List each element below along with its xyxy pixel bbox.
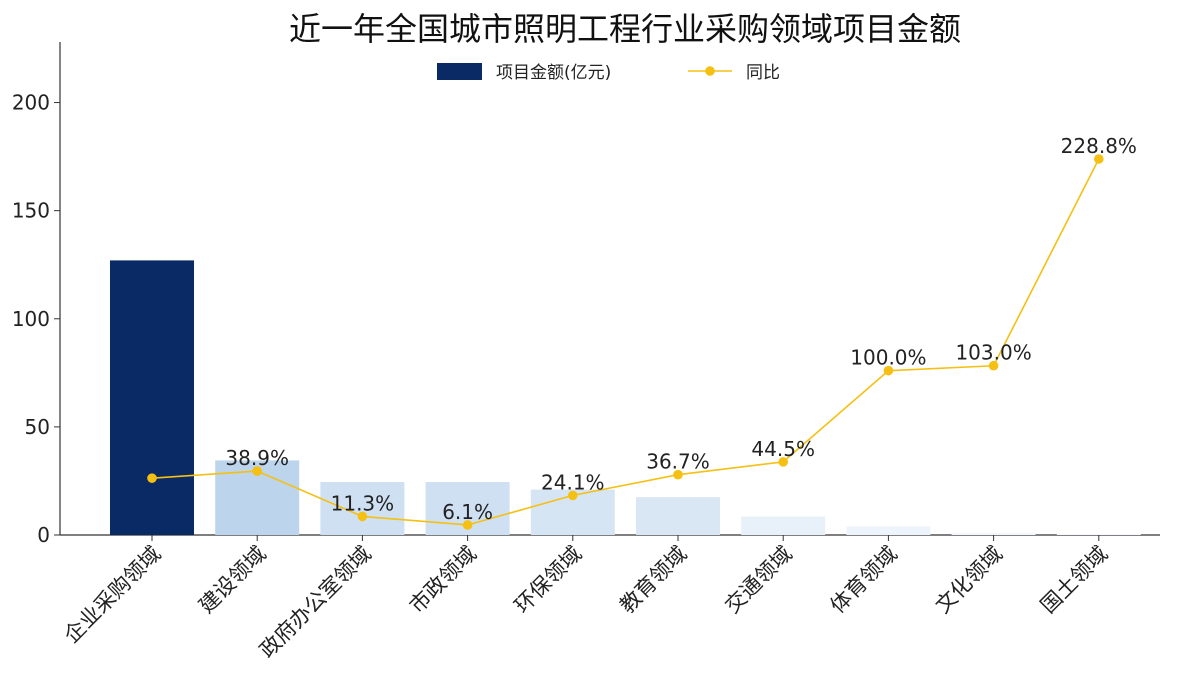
y-tick-label: 100 xyxy=(12,307,50,331)
yoy-line-series xyxy=(147,154,1104,530)
data-labels: 38.9% 11.3% 6.1% 24.1% 36.7% 44.5% 100.0% 103.0… xyxy=(225,134,1137,524)
yoy-point-8 xyxy=(883,365,894,376)
legend: 项目金额(亿元) 同比 xyxy=(437,63,780,83)
bar-10 xyxy=(1056,533,1141,535)
bar-1 xyxy=(110,260,194,535)
bar-8 xyxy=(846,526,931,535)
legend-line-marker xyxy=(705,66,715,76)
bar-6 xyxy=(636,497,720,535)
x-category-label: 体育领域 xyxy=(826,542,902,618)
chart-title: 近一年全国城市照明工程行业采购领域项目金额 xyxy=(288,10,961,48)
bar-9 xyxy=(951,532,1036,535)
yoy-point-5 xyxy=(568,490,578,501)
bar-3 xyxy=(320,482,405,535)
yoy-point-2 xyxy=(252,466,262,476)
y-tick-label: 0 xyxy=(37,523,50,547)
yoy-point-1 xyxy=(147,473,157,483)
yoy-data-label: 6.1% xyxy=(442,500,493,524)
yoy-point-6 xyxy=(673,469,683,480)
y-tick-label: 150 xyxy=(12,199,50,223)
x-category-label: 建设领域 xyxy=(194,542,270,618)
x-category-label: 企业采购领域 xyxy=(59,542,165,648)
x-category-label: 文化领域 xyxy=(931,542,1007,618)
yoy-data-label: 103.0% xyxy=(955,341,1031,365)
bars xyxy=(110,260,1141,535)
legend-line-label: 同比 xyxy=(746,63,780,83)
legend-bar-label: 项目金额(亿元) xyxy=(496,63,611,83)
yoy-data-label: 100.0% xyxy=(850,346,926,370)
y-tick-label: 50 xyxy=(25,415,50,439)
bar-7 xyxy=(741,516,826,535)
yoy-data-label: 11.3% xyxy=(331,491,395,515)
yoy-data-label: 228.8% xyxy=(1061,134,1137,158)
yoy-data-label: 38.9% xyxy=(225,446,289,470)
x-category-label: 政府办公室领域 xyxy=(255,542,376,663)
yoy-point-3 xyxy=(357,511,368,522)
yoy-point-9 xyxy=(988,360,999,371)
yoy-data-label: 44.5% xyxy=(751,437,815,461)
x-category-label: 市政领域 xyxy=(405,542,481,618)
legend-bar-swatch xyxy=(437,63,482,80)
yoy-point-4 xyxy=(462,520,473,530)
x-category-label: 教育领域 xyxy=(615,542,691,618)
yoy-line xyxy=(151,158,1100,526)
x-category-label: 交通领域 xyxy=(720,542,796,618)
x-category-label: 环保领域 xyxy=(510,542,586,618)
yoy-point-10 xyxy=(1094,154,1104,164)
yoy-data-label: 24.1% xyxy=(541,470,605,494)
yoy-point-7 xyxy=(778,457,788,467)
yoy-data-label: 36.7% xyxy=(646,450,710,474)
y-tick-label: 200 xyxy=(12,91,50,115)
x-category-label: 国土领域 xyxy=(1036,542,1112,618)
